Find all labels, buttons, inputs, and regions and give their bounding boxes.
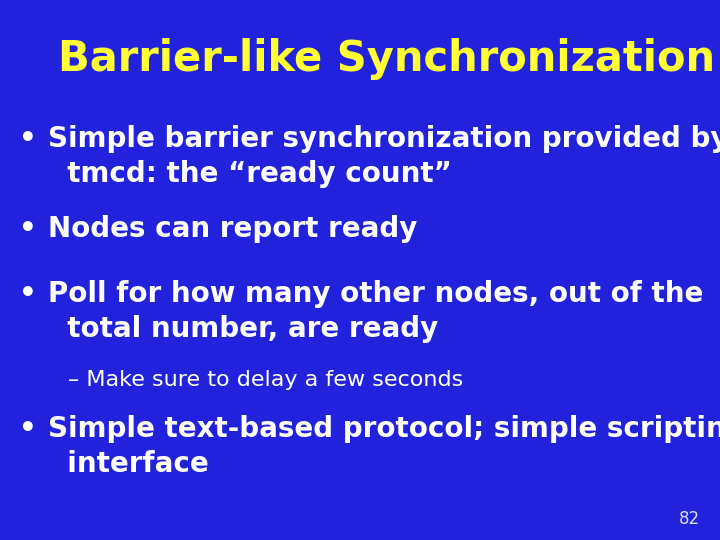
Text: Simple text-based protocol; simple scripting
  interface: Simple text-based protocol; simple scrip… xyxy=(48,415,720,477)
Text: •: • xyxy=(19,280,37,308)
Text: Nodes can report ready: Nodes can report ready xyxy=(48,215,418,243)
Text: Poll for how many other nodes, out of the
  total number, are ready: Poll for how many other nodes, out of th… xyxy=(48,280,703,342)
Text: •: • xyxy=(19,415,37,443)
Text: 82: 82 xyxy=(679,510,700,528)
Text: – Make sure to delay a few seconds: – Make sure to delay a few seconds xyxy=(68,370,463,390)
Text: •: • xyxy=(19,215,37,243)
Text: Simple barrier synchronization provided by
  tmcd: the “ready count”: Simple barrier synchronization provided … xyxy=(48,125,720,187)
Text: •: • xyxy=(19,125,37,153)
Text: Barrier-like Synchronization: Barrier-like Synchronization xyxy=(58,38,715,80)
